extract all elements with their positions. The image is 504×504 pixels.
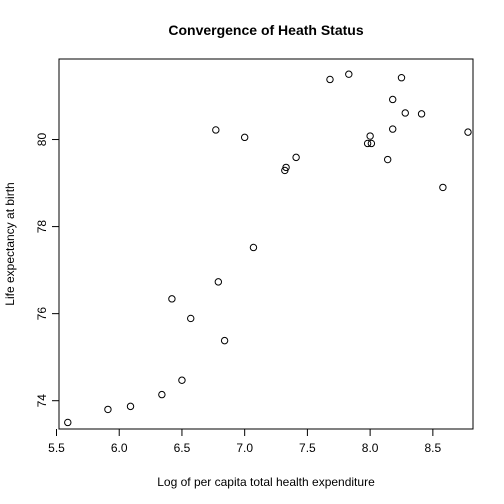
data-point: [366, 132, 374, 140]
x-tick-label: 8.0: [362, 441, 379, 455]
data-point: [417, 110, 426, 118]
data-point: [214, 278, 223, 286]
x-tick-label: 6.0: [111, 441, 128, 455]
data-point: [282, 163, 290, 172]
data-point: [249, 243, 258, 252]
x-tick-label: 6.5: [174, 441, 191, 455]
y-axis-label: Life expectancy at birth: [3, 182, 17, 305]
data-point: [158, 390, 166, 399]
x-tick-label: 7.0: [236, 441, 253, 455]
x-tick-label: 8.5: [425, 441, 442, 455]
data-points: [64, 70, 472, 427]
data-point: [383, 155, 392, 164]
data-point: [367, 139, 376, 148]
data-point: [240, 133, 249, 142]
data-point: [178, 376, 186, 384]
data-point: [187, 314, 195, 323]
x-tick-label: 5.5: [48, 441, 65, 455]
y-axis: 74 76 78 80: [35, 133, 59, 408]
data-point: [104, 405, 112, 414]
x-tick-label: 7.5: [299, 441, 316, 455]
y-tick-label: 78: [35, 220, 49, 234]
data-point: [464, 128, 472, 136]
data-point: [389, 125, 397, 133]
data-point: [401, 109, 409, 117]
data-point: [326, 75, 334, 84]
data-point: [212, 126, 220, 134]
plot-frame: [58, 58, 474, 430]
y-tick-label: 80: [35, 133, 49, 147]
data-point: [126, 402, 135, 411]
data-point: [397, 74, 406, 82]
data-point: [168, 295, 176, 303]
x-axis: 5.5 6.0 6.5 7.0 7.5 8.0 8.5: [48, 429, 442, 455]
data-point: [389, 95, 397, 104]
y-tick-label: 74: [35, 394, 49, 408]
chart-title: Convergence of Heath Status: [168, 22, 363, 38]
data-point: [439, 183, 447, 192]
data-point: [220, 336, 229, 345]
data-point: [64, 418, 72, 427]
x-axis-label: Log of per capita total health expenditu…: [157, 475, 375, 489]
data-point: [363, 139, 372, 148]
data-point: [345, 70, 353, 78]
data-point: [292, 153, 300, 162]
y-tick-label: 76: [35, 307, 49, 321]
